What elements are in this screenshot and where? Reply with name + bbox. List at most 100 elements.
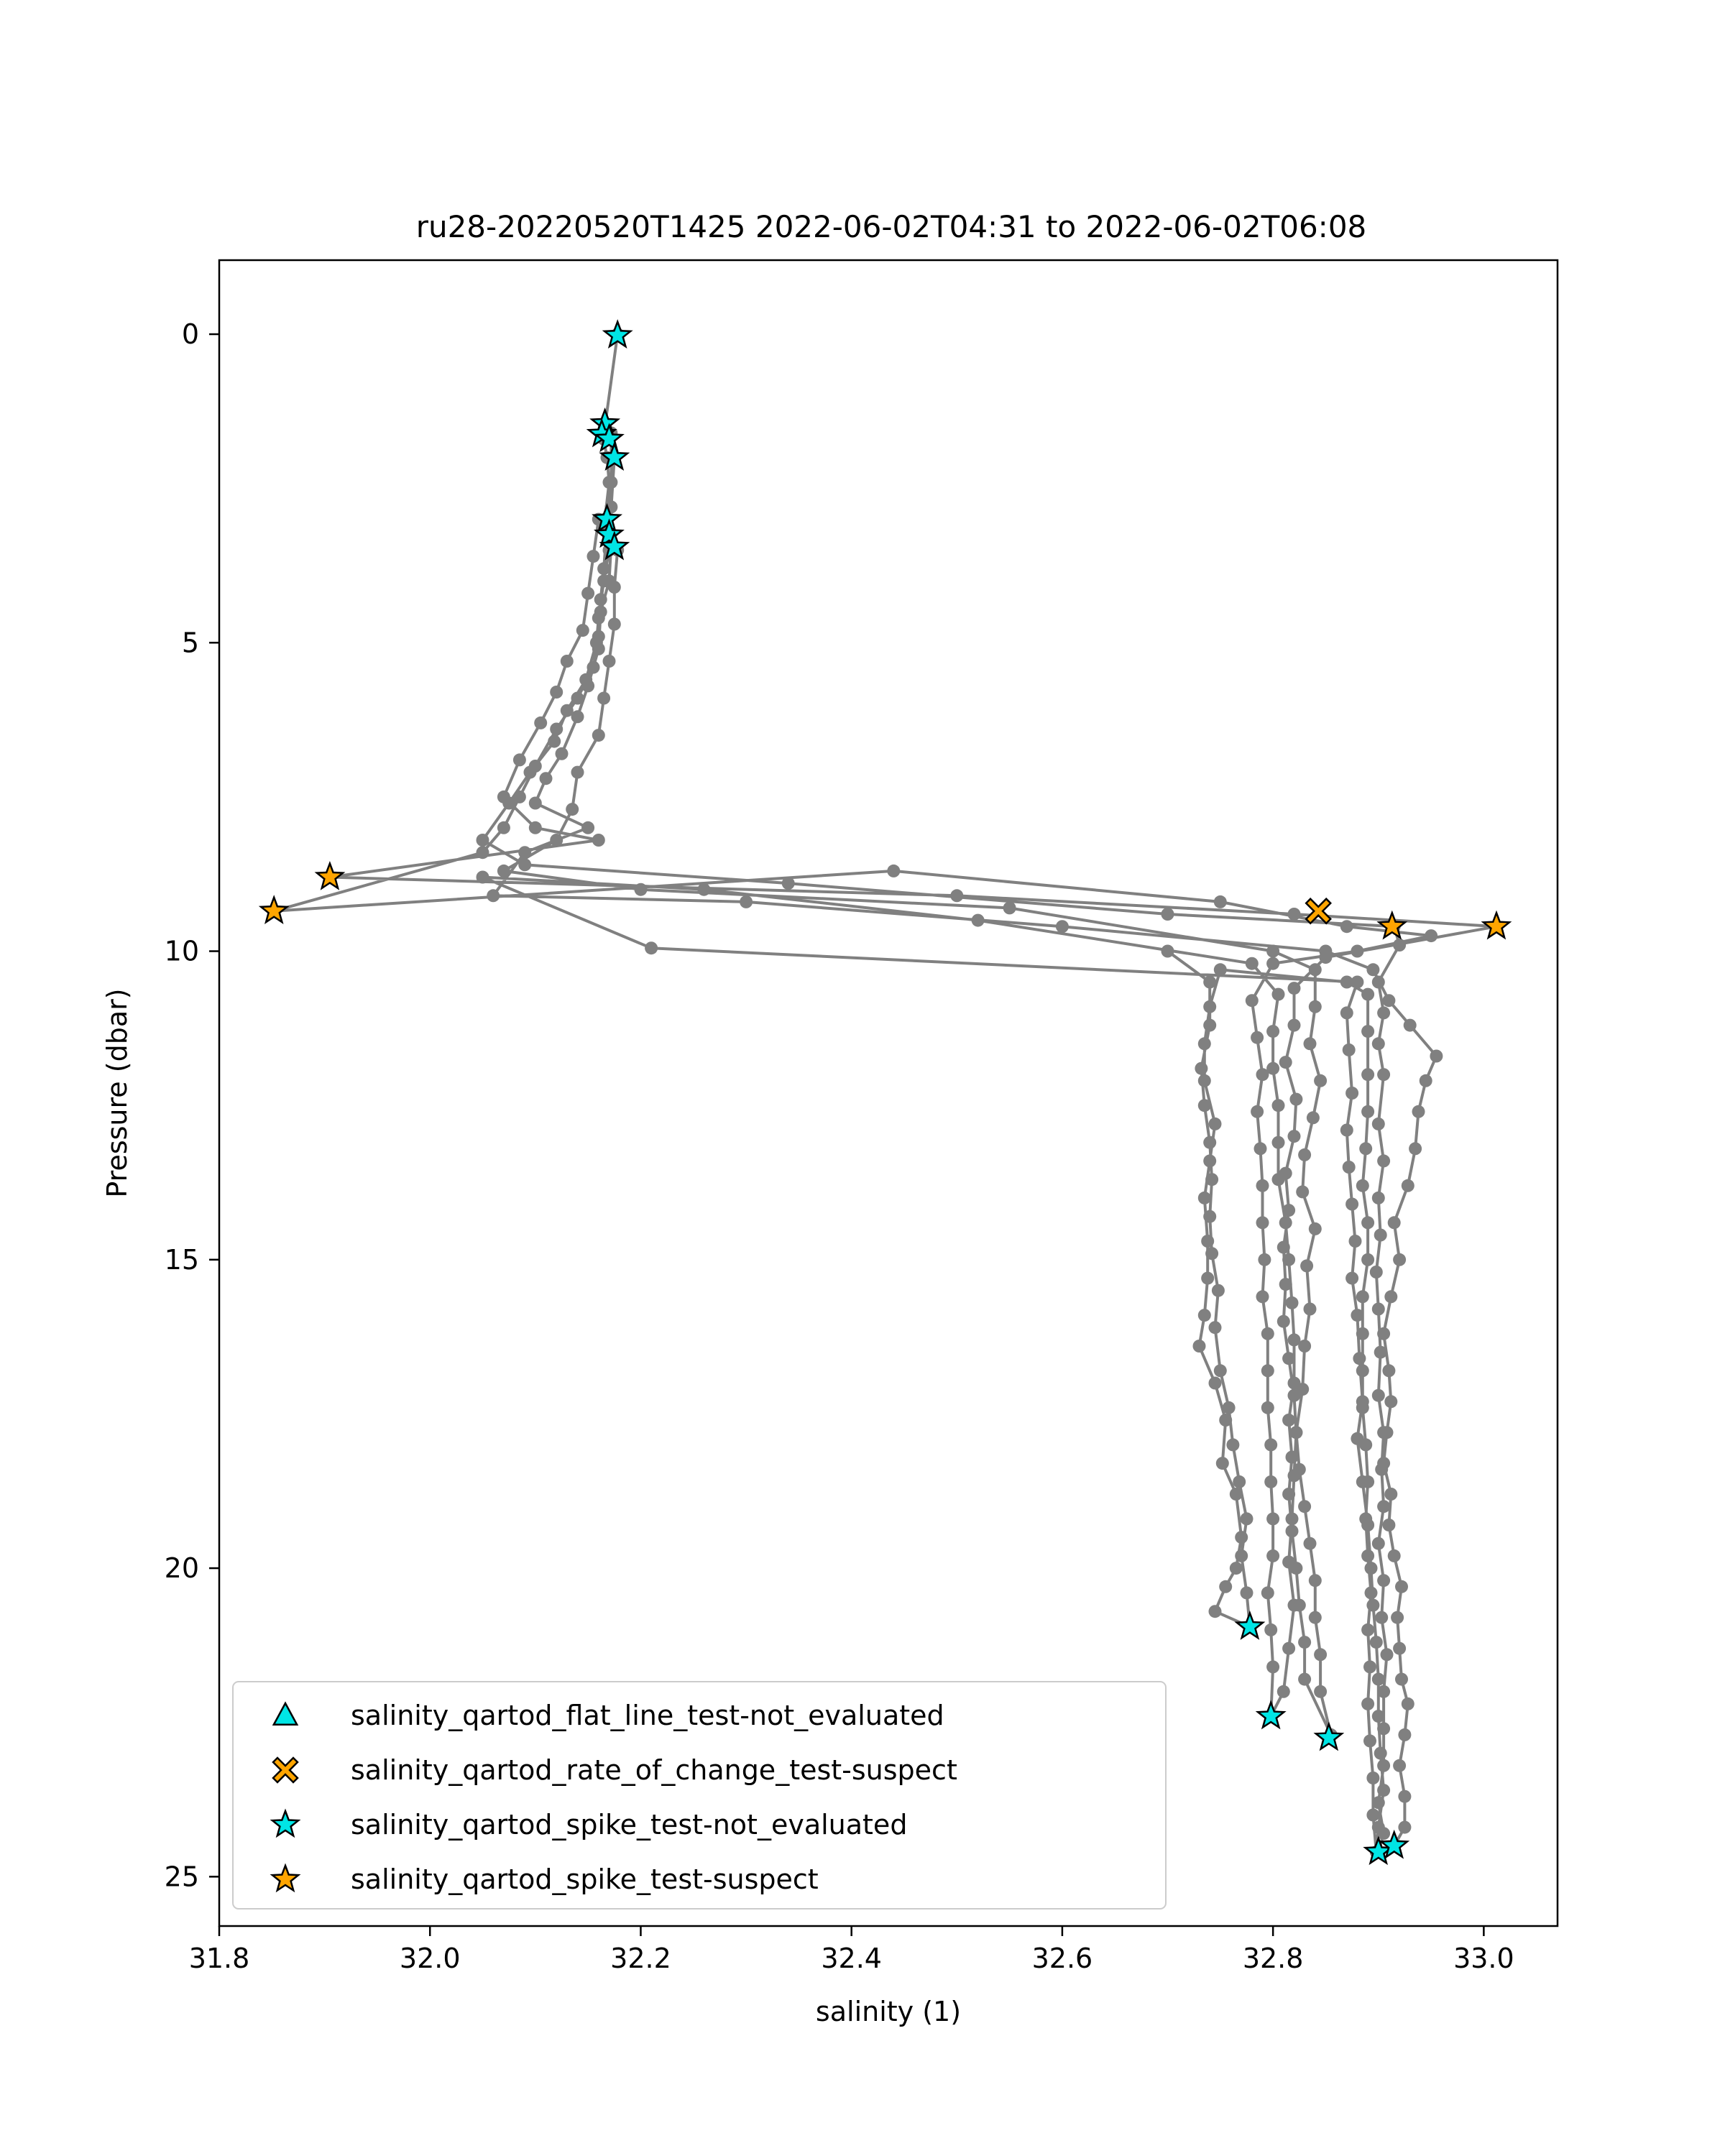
profile-point bbox=[1361, 1253, 1375, 1266]
profile-point bbox=[1377, 1574, 1391, 1588]
profile-point bbox=[887, 864, 901, 877]
profile-point bbox=[1393, 1641, 1407, 1655]
profile-point bbox=[497, 821, 510, 834]
profile-point bbox=[1258, 1253, 1271, 1266]
legend-label-2: salinity_qartod_rate_of_change_test-susp… bbox=[351, 1754, 957, 1786]
profile-point bbox=[1361, 1623, 1375, 1636]
profile-point bbox=[539, 772, 553, 786]
profile-point bbox=[1361, 1105, 1375, 1118]
profile-point bbox=[607, 617, 621, 631]
legend: salinity_qartod_flat_line_test-not_evalu… bbox=[232, 1681, 1167, 1909]
profile-point bbox=[1371, 1037, 1385, 1051]
legend-label-1: salinity_qartod_flat_line_test-not_evalu… bbox=[351, 1700, 944, 1731]
profile-point bbox=[1412, 1105, 1425, 1118]
profile-point bbox=[1371, 975, 1385, 989]
profile-point bbox=[1393, 939, 1407, 952]
profile-point bbox=[1419, 1074, 1432, 1087]
profile-point bbox=[1208, 1117, 1222, 1130]
profile-point bbox=[1222, 1401, 1236, 1414]
flag-marker-3 bbox=[599, 441, 630, 471]
x-tick-label: 32.0 bbox=[400, 1943, 461, 1974]
profile-point bbox=[1282, 1253, 1296, 1266]
flag-marker-3 bbox=[593, 518, 625, 548]
profile-point bbox=[1287, 1388, 1301, 1402]
profile-point bbox=[497, 864, 510, 877]
profile-point bbox=[1282, 1641, 1296, 1655]
profile-point bbox=[1264, 1438, 1278, 1452]
x-tick-label: 32.8 bbox=[1243, 1943, 1304, 1974]
profile-point bbox=[528, 760, 542, 773]
profile-point bbox=[1393, 1253, 1407, 1266]
profile-point bbox=[1371, 1388, 1385, 1402]
profile-point bbox=[740, 895, 753, 908]
profile-point bbox=[1308, 1611, 1322, 1624]
profile-point bbox=[1377, 1154, 1391, 1168]
x-tick-label: 33.0 bbox=[1453, 1943, 1514, 1974]
plot-frame bbox=[218, 259, 1559, 1927]
profile-point bbox=[1375, 1611, 1389, 1624]
profile-point bbox=[1161, 944, 1174, 958]
profile-point bbox=[1382, 994, 1396, 1008]
profile-point bbox=[1208, 1321, 1222, 1335]
profile-point bbox=[1266, 1025, 1280, 1038]
profile-point bbox=[1398, 1728, 1412, 1741]
profile-point bbox=[1298, 1340, 1312, 1353]
profile-point bbox=[1308, 1000, 1322, 1013]
profile-point bbox=[550, 834, 564, 847]
profile-point bbox=[607, 581, 621, 594]
profile-point bbox=[518, 858, 532, 872]
profile-point bbox=[1351, 975, 1364, 989]
profile-point bbox=[594, 605, 607, 619]
profile-point bbox=[1261, 1401, 1274, 1414]
y-axis-label: Pressure (dbar) bbox=[101, 988, 133, 1197]
flag-marker-4 bbox=[258, 895, 290, 924]
profile-point bbox=[1361, 1697, 1375, 1710]
profile-point bbox=[1203, 1135, 1217, 1149]
profile-point bbox=[1348, 1235, 1362, 1248]
profile-point bbox=[1377, 1457, 1391, 1470]
profile-point bbox=[1266, 944, 1280, 958]
profile-point bbox=[592, 729, 605, 742]
profile-point bbox=[512, 753, 526, 767]
profile-point bbox=[1251, 1031, 1264, 1044]
profile-point bbox=[581, 821, 595, 834]
profile-point bbox=[1359, 1142, 1373, 1156]
profile-point bbox=[1346, 1197, 1359, 1211]
profile-point bbox=[576, 624, 589, 637]
profile-point bbox=[1342, 1043, 1356, 1056]
profile-point bbox=[1276, 1685, 1290, 1698]
profile-point bbox=[1192, 1340, 1206, 1353]
profile-point bbox=[1256, 1216, 1269, 1230]
profile-point bbox=[1261, 1364, 1274, 1378]
profile-point bbox=[1240, 1512, 1254, 1526]
profile-point bbox=[548, 734, 561, 748]
profile-point bbox=[1356, 1364, 1369, 1378]
profile-point bbox=[555, 747, 569, 760]
profile-point bbox=[1251, 1105, 1264, 1118]
profile-point bbox=[1374, 1746, 1387, 1760]
profile-point bbox=[1161, 908, 1174, 921]
profile-point bbox=[1287, 1130, 1301, 1143]
profile-point bbox=[1282, 1488, 1296, 1501]
profile-point bbox=[1271, 1173, 1285, 1187]
profile-point bbox=[1289, 1426, 1303, 1439]
profile-point bbox=[1393, 1759, 1407, 1772]
profile-point bbox=[1303, 1302, 1317, 1316]
profile-point bbox=[594, 593, 607, 607]
profile-point bbox=[571, 710, 584, 724]
profile-point bbox=[1213, 895, 1227, 908]
profile-point bbox=[1298, 1500, 1312, 1514]
profile-point bbox=[1359, 1438, 1373, 1452]
profile-point bbox=[1289, 1562, 1303, 1575]
profile-point bbox=[1364, 1586, 1378, 1600]
profile-point bbox=[1361, 1549, 1375, 1562]
profile-point bbox=[1245, 957, 1259, 970]
profile-point bbox=[1285, 1296, 1299, 1309]
profile-point bbox=[1380, 1648, 1394, 1662]
profile-point bbox=[1303, 1037, 1317, 1051]
profile-point bbox=[950, 889, 964, 903]
profile-point bbox=[1235, 1549, 1248, 1562]
profile-point bbox=[1387, 1549, 1401, 1562]
profile-point bbox=[645, 941, 658, 955]
